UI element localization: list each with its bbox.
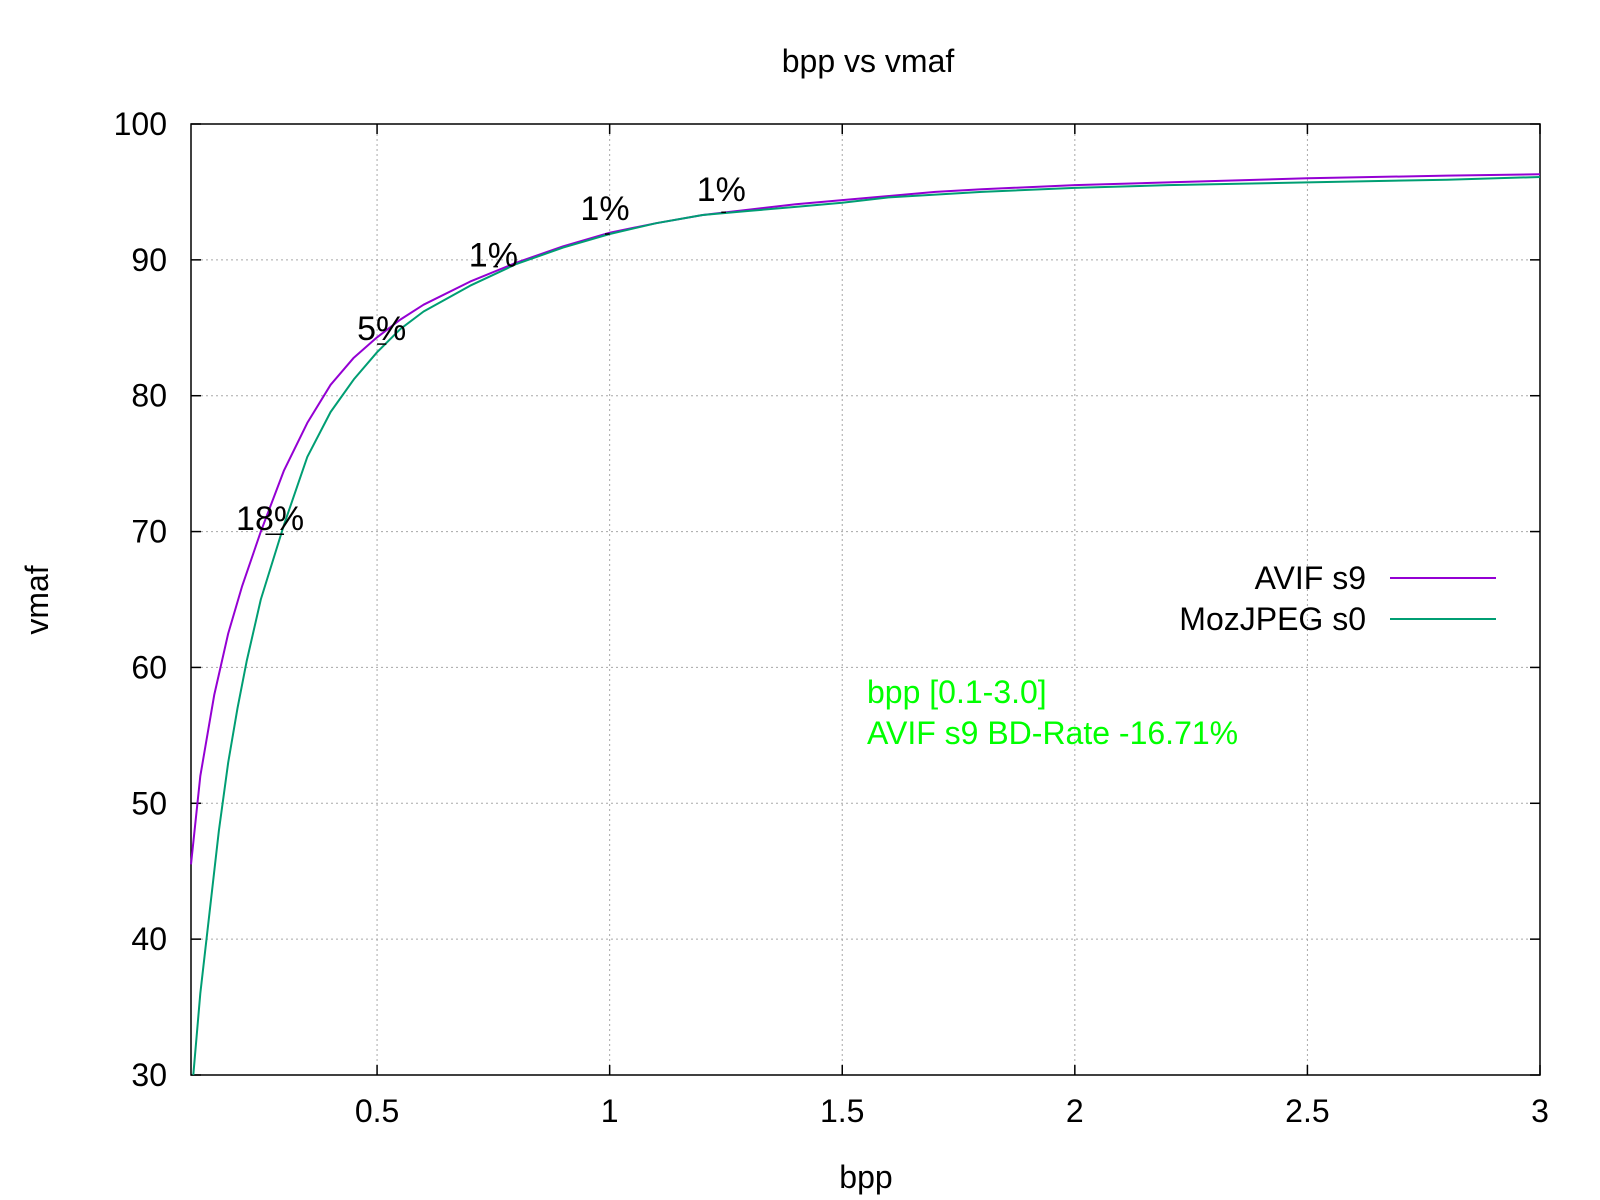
y-tick-label: 30 <box>131 1057 167 1093</box>
x-tick-label: 3 <box>1531 1093 1549 1129</box>
note-line: bpp [0.1-3.0] <box>867 674 1047 710</box>
x-tick-label: 2 <box>1066 1093 1084 1129</box>
legend-label: AVIF s9 <box>1255 560 1366 596</box>
axis-ticks: 0.5 1 1.5 2 2.5 3 30 40 50 60 70 80 90 100 <box>114 106 1549 1129</box>
bd-rate-note: bpp [0.1-3.0] AVIF s9 BD-Rate -16.71% <box>867 674 1238 751</box>
y-axis-label: vmaf <box>19 565 55 634</box>
gap-label: 1% <box>469 236 518 274</box>
gap-label: 1% <box>697 171 746 209</box>
gap-annotations: 18% 5% 1% 1% 1% <box>236 171 746 538</box>
y-tick-label: 60 <box>131 649 167 685</box>
plot-frame <box>190 123 1541 1076</box>
gap-label: 1% <box>580 190 629 228</box>
series-line-1 <box>192 176 1541 1076</box>
x-tick-label: 1.5 <box>820 1093 864 1129</box>
y-tick-label: 80 <box>131 378 167 414</box>
x-axis-label: bpp <box>839 1159 892 1195</box>
y-tick-label: 40 <box>131 921 167 957</box>
y-tick-label: 50 <box>131 785 167 821</box>
note-line: AVIF s9 BD-Rate -16.71% <box>867 715 1238 751</box>
x-tick-label: 0.5 <box>355 1093 399 1129</box>
gap-label: 18% <box>236 500 304 538</box>
chart-title: bpp vs vmaf <box>782 43 955 79</box>
series-line-0 <box>190 173 1541 865</box>
y-tick-label: 90 <box>131 242 167 278</box>
series-lines <box>190 173 1541 1076</box>
x-tick-label: 1 <box>601 1093 619 1129</box>
legend: AVIF s9 MozJPEG s0 <box>1179 560 1496 637</box>
legend-label: MozJPEG s0 <box>1179 601 1366 637</box>
x-tick-label: 2.5 <box>1285 1093 1329 1129</box>
grid <box>191 124 1540 1075</box>
y-tick-label: 70 <box>131 514 167 550</box>
gap-label: 5% <box>357 310 406 348</box>
y-tick-label: 100 <box>114 106 167 142</box>
